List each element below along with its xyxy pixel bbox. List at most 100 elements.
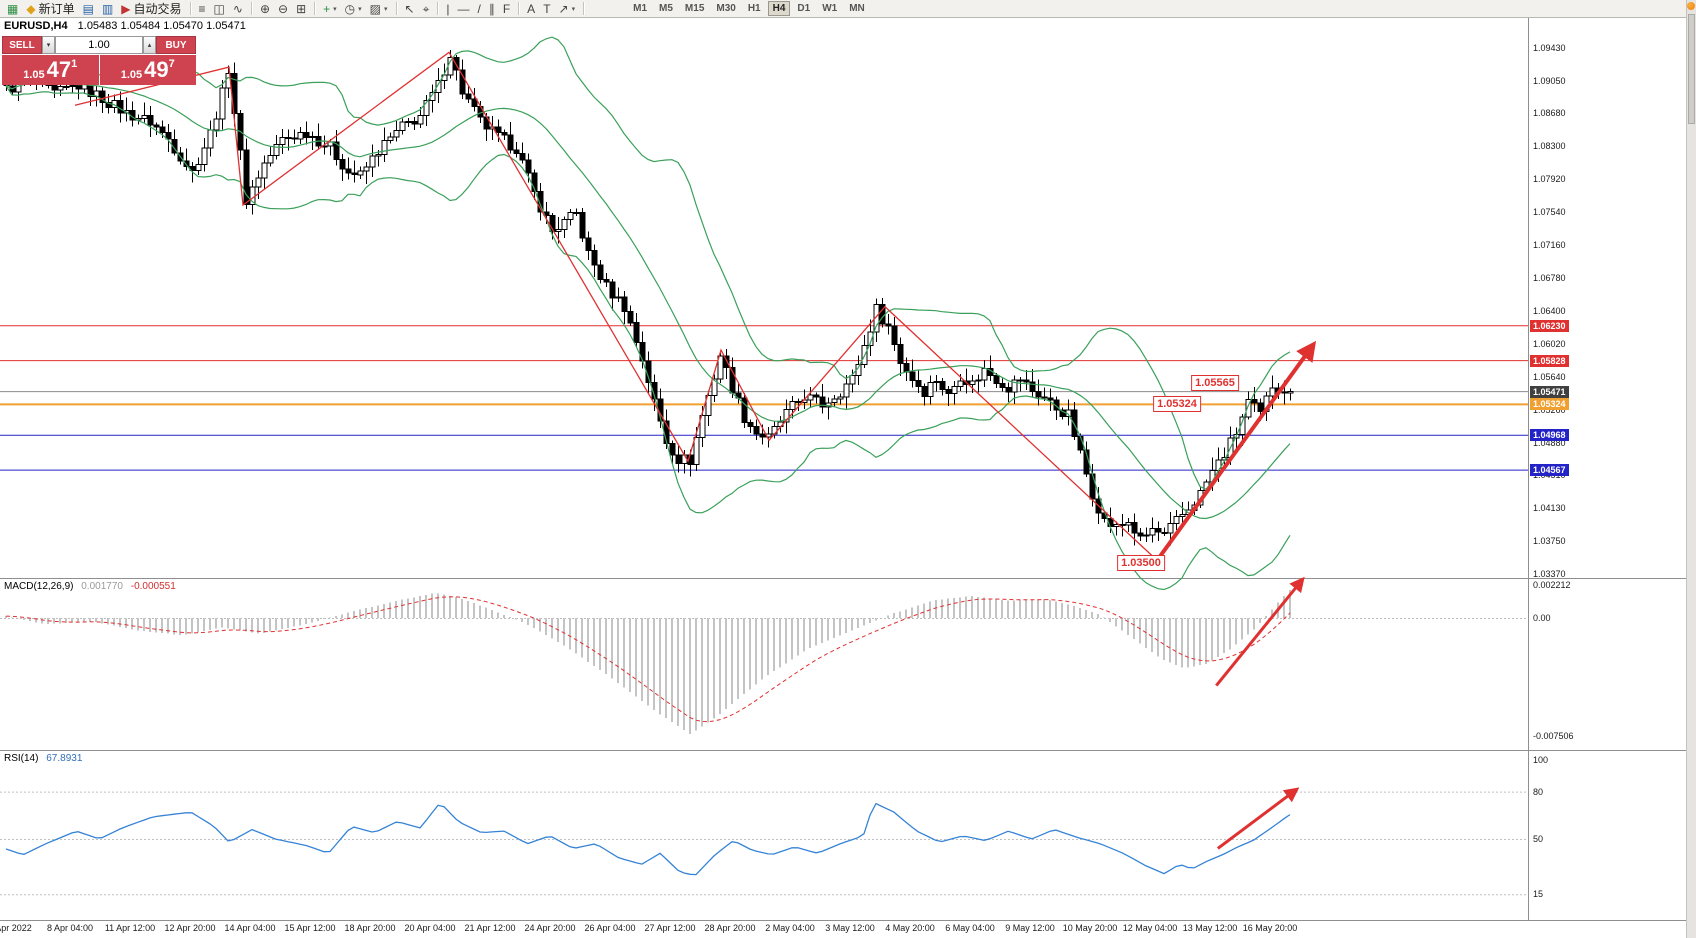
toolbar-vertical-line-button[interactable]: | bbox=[442, 1, 453, 17]
timeframe-mn-button[interactable]: MN bbox=[844, 1, 870, 16]
price-scale-tick: 1.09050 bbox=[1533, 76, 1566, 86]
toolbar-auto-trading-button[interactable]: ▶ 自动交易 bbox=[117, 1, 185, 17]
tile-windows-icon: ⊞ bbox=[296, 1, 307, 16]
toolbar-separator bbox=[314, 2, 316, 15]
toolbar-text-button[interactable]: A bbox=[523, 1, 539, 17]
crosshair-icon: ⌖ bbox=[422, 1, 430, 16]
timeframe-m15-button[interactable]: M15 bbox=[680, 1, 709, 16]
rsi-scale-tick: 100 bbox=[1533, 755, 1549, 765]
toolbar-fibonacci-button[interactable]: F bbox=[499, 1, 514, 17]
scrollbar-thumb[interactable] bbox=[1688, 14, 1695, 124]
toolbar-separator bbox=[437, 2, 439, 15]
volume-increase-button[interactable]: ▴ bbox=[143, 36, 156, 54]
timeframe-h1-button[interactable]: H1 bbox=[743, 1, 766, 16]
chart-title: EURUSD,H4 1.05483 1.05484 1.05470 1.0547… bbox=[4, 20, 246, 32]
auto-trading-label: 自动交易 bbox=[133, 2, 182, 16]
price-scale-tick: 1.08300 bbox=[1533, 141, 1566, 151]
toolbar-indicators-button[interactable]: + ▾ bbox=[319, 1, 341, 17]
rsi-scale-tick: 15 bbox=[1533, 889, 1544, 899]
buy-price-box[interactable]: 1.05 49 7 bbox=[99, 55, 196, 85]
time-axis-label: 16 May 20:00 bbox=[1242, 923, 1298, 933]
time-axis-label: 26 Apr 04:00 bbox=[584, 923, 636, 933]
toolbar-new-order-button[interactable]: ◆ 新订单 bbox=[22, 1, 78, 17]
time-axis-label: 8 Apr 04:00 bbox=[46, 923, 94, 933]
macd-indicator-label: MACD(12,26,9) 0.001770 -0.000551 bbox=[4, 581, 176, 592]
toolbar-equidistant-channel-button[interactable]: ∥ bbox=[485, 1, 499, 17]
price-scale-tick: 1.06400 bbox=[1533, 306, 1566, 316]
arrows-tool-icon: ↗ bbox=[558, 1, 569, 16]
volume-decrease-button[interactable]: ▾ bbox=[42, 36, 55, 54]
timeframe-h4-button[interactable]: H4 bbox=[767, 1, 791, 16]
time-axis-label: 14 Apr 04:00 bbox=[224, 923, 276, 933]
macd-arrow-up bbox=[1215, 576, 1305, 687]
toolbar-arrows-tool-button[interactable]: ↗ ▾ bbox=[555, 1, 580, 17]
buy-price-big: 49 bbox=[144, 57, 169, 82]
price-scale-tick: 1.06020 bbox=[1533, 339, 1566, 349]
toolbar-zoom-out-button[interactable]: ⊖ bbox=[274, 1, 292, 17]
toolbar-tile-windows-button[interactable]: ⊞ bbox=[292, 1, 310, 17]
volume-input[interactable] bbox=[55, 36, 143, 54]
symbol-period-label: EURUSD,H4 bbox=[4, 20, 68, 32]
timeframe-m1-button[interactable]: M1 bbox=[628, 1, 652, 16]
candles-layer bbox=[3, 49, 1294, 546]
macd-name: MACD(12,26,9) bbox=[4, 581, 74, 592]
vertical-scrollbar[interactable] bbox=[1686, 0, 1696, 938]
price-scale-tick: 1.03370 bbox=[1533, 569, 1566, 579]
rsi-arrow-up bbox=[1216, 787, 1300, 850]
trend-arrow-up bbox=[1155, 340, 1317, 563]
toolbar-zoom-in-button[interactable]: ⊕ bbox=[256, 1, 274, 17]
time-axis-label: 4 May 20:00 bbox=[885, 923, 935, 933]
toolbar-periods-button[interactable]: ◷ ▾ bbox=[341, 1, 366, 17]
zigzag-line bbox=[74, 51, 1155, 558]
toolbar-separator bbox=[518, 2, 520, 15]
toolbar-market-watch-button[interactable]: ▤ bbox=[79, 1, 98, 17]
ohlc-label: 1.05483 1.05484 1.05470 1.05471 bbox=[77, 20, 246, 32]
zoom-in-icon: ⊕ bbox=[259, 1, 271, 16]
price-scale-tick: 1.04880 bbox=[1533, 438, 1566, 448]
toolbar-separator bbox=[250, 2, 252, 15]
time-axis-label: 3 May 12:00 bbox=[825, 923, 875, 933]
toolbar-crosshair-button[interactable]: ⌖ bbox=[419, 1, 434, 17]
price-scale-tick: 1.06780 bbox=[1533, 273, 1566, 283]
timeframe-d1-button[interactable]: D1 bbox=[792, 1, 815, 16]
toolbar-data-window-button[interactable]: ▥ bbox=[98, 1, 117, 17]
toolbar-templates-button[interactable]: ▨ ▾ bbox=[366, 1, 392, 17]
price-scale-tick: 1.07540 bbox=[1533, 207, 1566, 217]
price-scale-tick: 1.09430 bbox=[1533, 43, 1566, 53]
sell-price-box[interactable]: 1.05 47 1 bbox=[2, 55, 99, 85]
timeframe-m5-button[interactable]: M5 bbox=[654, 1, 678, 16]
toolbar-line-chart-button[interactable]: ∿ bbox=[229, 1, 247, 17]
toolbar-candlestick-chart-button[interactable]: ◫ bbox=[210, 1, 229, 17]
macd-scale-tick: -0.007506 bbox=[1533, 731, 1574, 741]
price-annotation: 1.03500 bbox=[1117, 555, 1165, 571]
toolbar-trendline-button[interactable]: / bbox=[473, 1, 484, 17]
trendline-icon: / bbox=[477, 1, 481, 16]
price-scale-tick: 1.08680 bbox=[1533, 108, 1566, 118]
toolbar-bar-chart-button[interactable]: ≡ bbox=[195, 1, 210, 17]
price-level-badge: 1.06230 bbox=[1530, 320, 1569, 332]
candlestick-chart-icon: ◫ bbox=[213, 1, 225, 16]
macd-main-value: 0.001770 bbox=[81, 581, 123, 592]
indicators-icon: + bbox=[323, 1, 331, 16]
toolbar-text-label-button[interactable]: T bbox=[539, 1, 554, 17]
rsi-value: 67.8931 bbox=[46, 753, 83, 764]
fibonacci-icon: F bbox=[502, 1, 511, 16]
bollinger-lower-band bbox=[5, 85, 1291, 591]
toolbar-horizontal-line-button[interactable]: — bbox=[453, 1, 473, 17]
time-axis-label: 13 May 12:00 bbox=[1182, 923, 1238, 933]
data-window-icon: ▥ bbox=[101, 1, 114, 16]
buy-button[interactable]: BUY bbox=[156, 36, 196, 54]
toolbar-new-chart-button[interactable]: ▦ bbox=[3, 1, 22, 17]
time-axis-label: 10 May 20:00 bbox=[1062, 923, 1118, 933]
price-scale-tick: 1.04510 bbox=[1533, 470, 1566, 480]
buy-price-prefix: 1.05 bbox=[120, 69, 143, 81]
timeframe-w1-button[interactable]: W1 bbox=[817, 1, 842, 16]
toolbar-cursor-button[interactable]: ↖ bbox=[401, 1, 419, 17]
time-axis-label: 9 May 12:00 bbox=[1005, 923, 1055, 933]
sell-button[interactable]: SELL bbox=[2, 36, 42, 54]
price-scale-tick: 1.03750 bbox=[1533, 536, 1566, 546]
community-icon[interactable] bbox=[1687, 2, 1695, 10]
timeframe-m30-button[interactable]: M30 bbox=[711, 1, 740, 16]
